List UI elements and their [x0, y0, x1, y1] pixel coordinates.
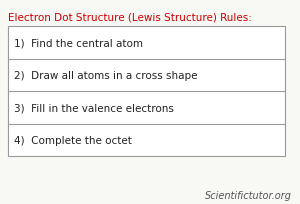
- Text: 2)  Draw all atoms in a cross shape: 2) Draw all atoms in a cross shape: [14, 70, 197, 80]
- Text: 4)  Complete the octet: 4) Complete the octet: [14, 135, 132, 145]
- Text: 3)  Fill in the valence electrons: 3) Fill in the valence electrons: [14, 103, 174, 113]
- Text: 1)  Find the central atom: 1) Find the central atom: [14, 38, 143, 48]
- Text: Scientifictutor.org: Scientifictutor.org: [205, 190, 292, 200]
- Bar: [8, 27, 285, 156]
- Text: Electron Dot Structure (Lewis Structure) Rules:: Electron Dot Structure (Lewis Structure)…: [8, 12, 252, 22]
